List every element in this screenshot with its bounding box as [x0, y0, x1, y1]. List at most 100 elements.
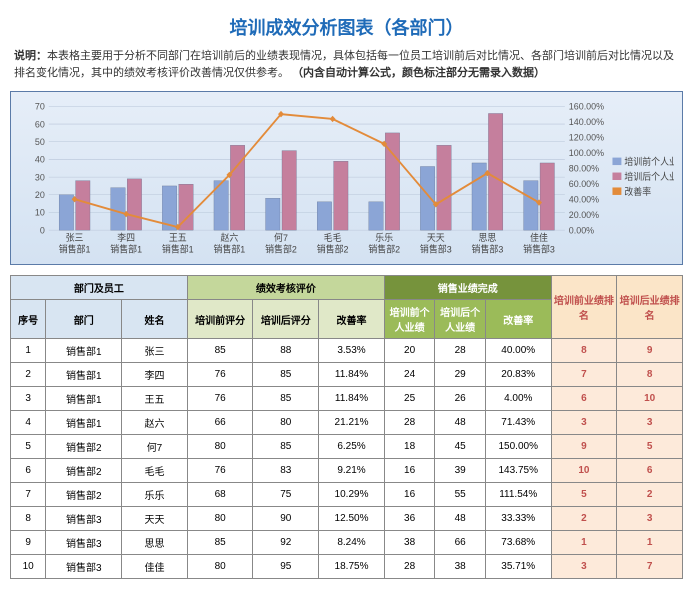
hdr-rank-after: 培训后业绩排名: [617, 276, 683, 339]
cell: 33.33%: [485, 507, 551, 531]
cell: 销售部1: [46, 411, 122, 435]
cell: 75: [253, 483, 319, 507]
cell: 8: [11, 507, 46, 531]
cell: 销售部2: [46, 483, 122, 507]
svg-text:张三: 张三: [66, 233, 84, 243]
cell: 3: [617, 507, 683, 531]
svg-text:60.00%: 60.00%: [569, 179, 599, 189]
svg-text:销售部1: 销售部1: [162, 243, 194, 254]
cell: 71.43%: [485, 411, 551, 435]
svg-text:销售部3: 销售部3: [420, 243, 452, 254]
chart-svg: 0102030405060700.00%20.00%40.00%60.00%80…: [19, 100, 674, 260]
cell: 73.68%: [485, 531, 551, 555]
cell: 45: [435, 435, 486, 459]
cell: 36: [384, 507, 435, 531]
cell: 销售部1: [46, 339, 122, 363]
cell: 16: [384, 483, 435, 507]
cell: 10: [551, 459, 617, 483]
table-row: 6销售部2毛毛76839.21%1639143.75%106: [11, 459, 683, 483]
cell: 35.71%: [485, 555, 551, 579]
cell: 思思: [122, 531, 188, 555]
cell: 18: [384, 435, 435, 459]
svg-text:0.00%: 0.00%: [569, 225, 594, 235]
cell: 29: [435, 363, 486, 387]
svg-text:销售部2: 销售部2: [368, 243, 400, 254]
table-body: 1销售部1张三85883.53%202840.00%892销售部1李四76851…: [11, 339, 683, 579]
cell: 8: [617, 363, 683, 387]
hdr-sales: 销售业绩完成: [384, 276, 551, 300]
cell: 9: [617, 339, 683, 363]
cell: 85: [253, 387, 319, 411]
cell: 80: [187, 435, 253, 459]
cell: 83: [253, 459, 319, 483]
cell: 天天: [122, 507, 188, 531]
cell: 85: [253, 363, 319, 387]
table-row: 9销售部3思思85928.24%386673.68%11: [11, 531, 683, 555]
table-row: 1销售部1张三85883.53%202840.00%89: [11, 339, 683, 363]
cell: 6: [617, 459, 683, 483]
cell: 92: [253, 531, 319, 555]
cell: 1: [11, 339, 46, 363]
cell: 66: [435, 531, 486, 555]
cell: 销售部3: [46, 507, 122, 531]
cell: 销售部3: [46, 531, 122, 555]
svg-text:40: 40: [35, 154, 45, 164]
cell: 38: [435, 555, 486, 579]
cell: 9: [551, 435, 617, 459]
cell: 4.00%: [485, 387, 551, 411]
cell: 40.00%: [485, 339, 551, 363]
svg-text:销售部2: 销售部2: [265, 243, 297, 254]
table-row: 7销售部2乐乐687510.29%1655111.54%52: [11, 483, 683, 507]
cell: 销售部2: [46, 459, 122, 483]
svg-text:乐乐: 乐乐: [375, 231, 393, 242]
sub-eval-imp: 改善率: [319, 300, 385, 339]
cell: 3.53%: [319, 339, 385, 363]
cell: 2: [617, 483, 683, 507]
sub-sales-after: 培训后个人业绩: [435, 300, 486, 339]
cell: 4: [11, 411, 46, 435]
cell: 1: [551, 531, 617, 555]
cell: 2: [551, 507, 617, 531]
svg-text:30: 30: [35, 172, 45, 182]
table-row: 4销售部1赵六668021.21%284871.43%33: [11, 411, 683, 435]
cell: 76: [187, 459, 253, 483]
cell: 20.83%: [485, 363, 551, 387]
hdr-eval: 绩效考核评价: [187, 276, 384, 300]
cell: 16: [384, 459, 435, 483]
svg-text:100.00%: 100.00%: [569, 148, 604, 158]
hdr-rank-before: 培训前业绩排名: [551, 276, 617, 339]
cell: 76: [187, 363, 253, 387]
svg-text:培训前个人业绩: 培训前个人业绩: [624, 156, 674, 167]
cell: 3: [551, 411, 617, 435]
desc-prefix: 说明：: [14, 50, 47, 62]
cell: 2: [11, 363, 46, 387]
svg-text:50: 50: [35, 137, 45, 147]
cell: 佳佳: [122, 555, 188, 579]
description: 说明：本表格主要用于分析不同部门在培训前后的业绩表现情况，具体包括每一位员工培训…: [14, 48, 679, 81]
svg-text:销售部1: 销售部1: [110, 243, 142, 254]
cell: 毛毛: [122, 459, 188, 483]
cell: 10: [617, 387, 683, 411]
svg-text:赵六: 赵六: [220, 231, 238, 242]
cell: 8: [551, 339, 617, 363]
cell: 5: [11, 435, 46, 459]
svg-text:何7: 何7: [274, 231, 288, 242]
svg-text:140.00%: 140.00%: [569, 117, 604, 127]
cell: 28: [384, 555, 435, 579]
cell: 111.54%: [485, 483, 551, 507]
cell: 乐乐: [122, 483, 188, 507]
cell: 5: [617, 435, 683, 459]
cell: 赵六: [122, 411, 188, 435]
data-table: 部门及员工 绩效考核评价 销售业绩完成 培训前业绩排名 培训后业绩排名 序号 部…: [10, 275, 683, 579]
cell: 9.21%: [319, 459, 385, 483]
cell: 48: [435, 507, 486, 531]
svg-text:天天: 天天: [427, 233, 445, 243]
cell: 88: [253, 339, 319, 363]
svg-text:销售部2: 销售部2: [317, 243, 349, 254]
cell: 80: [187, 555, 253, 579]
cell: 9: [11, 531, 46, 555]
svg-text:毛毛: 毛毛: [324, 231, 342, 242]
svg-text:销售部1: 销售部1: [214, 243, 246, 254]
cell: 85: [187, 531, 253, 555]
sub-idx: 序号: [11, 300, 46, 339]
